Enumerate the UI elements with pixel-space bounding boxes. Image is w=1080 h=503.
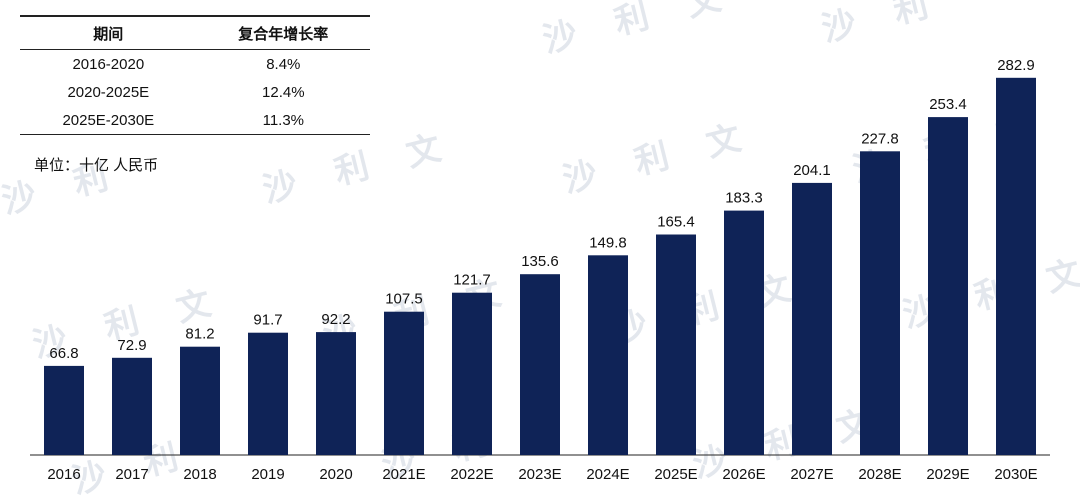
x-tick-label: 2022E — [450, 466, 493, 483]
bar-2028E — [860, 151, 900, 456]
data-label: 92.2 — [321, 311, 350, 328]
cagr-period-cell: 2020-2025E — [67, 83, 150, 101]
data-label: 121.7 — [453, 272, 491, 289]
bar-2023E — [520, 274, 560, 455]
x-tick-label: 2026E — [722, 466, 765, 483]
data-label: 135.6 — [521, 253, 559, 270]
bar-2021E — [384, 311, 424, 455]
data-label: 149.8 — [589, 234, 627, 251]
bar-2017 — [112, 357, 152, 455]
x-tick-label: 2017 — [115, 466, 148, 483]
bar-2029E — [928, 117, 968, 455]
bar-2020 — [316, 332, 356, 455]
cagr-table-header-row: 期间 复合年增长率 — [20, 15, 370, 50]
data-label: 253.4 — [929, 96, 967, 113]
data-label: 107.5 — [385, 291, 423, 308]
x-tick-label: 2030E — [994, 466, 1037, 483]
cagr-period-cell: 2016-2020 — [72, 55, 145, 73]
x-tick-label: 2027E — [790, 466, 833, 483]
data-label: 81.2 — [185, 326, 214, 343]
x-tick-label: 2021E — [382, 466, 425, 483]
data-label: 91.7 — [253, 312, 282, 329]
bar-2025E — [656, 234, 696, 455]
unit-label: 单位：十亿 人民币 — [34, 157, 159, 174]
bar-2019 — [248, 332, 288, 455]
bar-2030E — [996, 77, 1036, 456]
data-label: 66.8 — [49, 345, 78, 362]
x-tick-label: 2024E — [586, 466, 629, 483]
data-label: 227.8 — [861, 130, 899, 147]
bar-2018 — [180, 346, 220, 455]
table-row: 2020-2025E 12.4% — [20, 78, 370, 106]
cagr-rate-cell: 8.4% — [266, 55, 301, 73]
data-label: 282.9 — [997, 57, 1035, 74]
bar-2024E — [588, 255, 628, 455]
x-tick-label: 2018 — [183, 466, 216, 483]
x-tick-label: 2016 — [47, 466, 80, 483]
x-tick-label: 2028E — [858, 466, 901, 483]
x-tick-label: 2029E — [926, 466, 969, 483]
bar-2022E — [452, 292, 492, 455]
x-tick-label: 2025E — [654, 466, 697, 483]
table-row: 2016-2020 8.4% — [20, 50, 370, 79]
bar-2027E — [792, 182, 832, 455]
data-label: 183.3 — [725, 190, 763, 207]
cagr-table: 期间 复合年增长率 2016-2020 8.4% 2020-2025E 12.4… — [20, 15, 370, 135]
cagr-header-rate: 复合年增长率 — [196, 15, 370, 50]
table-row: 2025E-2030E 11.3% — [20, 106, 370, 135]
cagr-header-period: 期间 — [20, 15, 197, 50]
cagr-rate-cell: 12.4% — [262, 83, 305, 101]
x-tick-label: 2020 — [319, 466, 352, 483]
bar-2016 — [44, 365, 84, 455]
data-label: 165.4 — [657, 214, 695, 231]
cagr-period-cell: 2025E-2030E — [20, 106, 197, 135]
x-tick-label: 2023E — [518, 466, 561, 483]
data-label: 72.9 — [117, 337, 146, 354]
x-tick-label: 2019 — [251, 466, 284, 483]
bar-2026E — [724, 210, 764, 455]
data-label: 204.1 — [793, 162, 831, 179]
cagr-rate-cell: 11.3% — [196, 106, 370, 135]
